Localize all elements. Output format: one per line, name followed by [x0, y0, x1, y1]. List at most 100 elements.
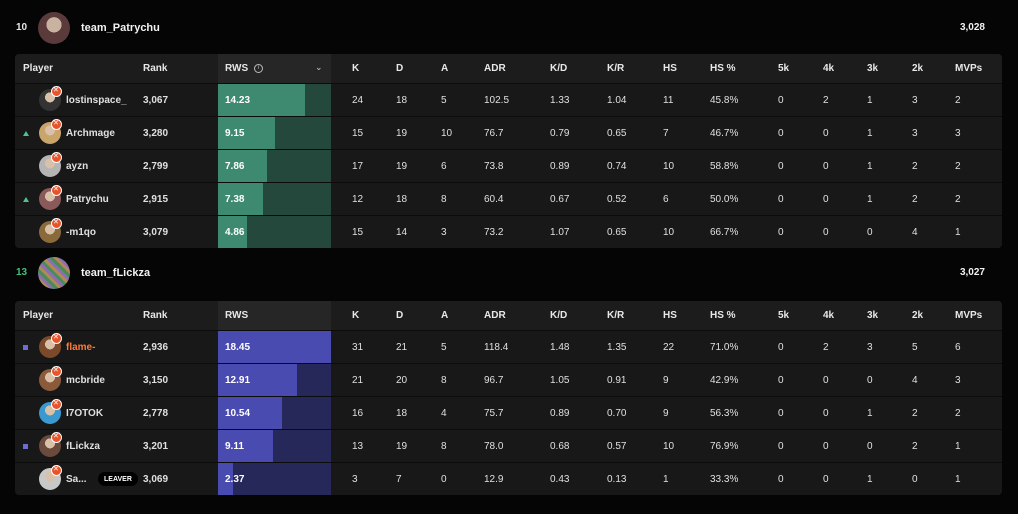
stat-hs: 9	[663, 407, 669, 419]
stat-mvps: 2	[955, 407, 961, 419]
player-row[interactable]: ayzn 2,799 7.86 17 19 6 73.8 0.89 0.74 10 58.8% 0 0 1…	[15, 149, 1002, 182]
column-header-player[interactable]: Player	[23, 310, 54, 321]
stat-adr: 75.7	[484, 407, 504, 419]
column-header-rank[interactable]: Rank	[143, 310, 168, 321]
player-name[interactable]: Sa...	[66, 473, 87, 485]
stat-k3: 1	[867, 160, 873, 172]
stat-k3: 1	[867, 407, 873, 419]
column-header-k[interactable]: K	[352, 310, 360, 321]
player-row[interactable]: Patrychu2,9157.381218860.40.670.52650.0%…	[15, 182, 1002, 215]
leaver-badge: LEAVER	[98, 472, 138, 486]
team-elo: 3,027	[959, 267, 985, 278]
column-header-k2[interactable]: 2k	[912, 310, 924, 321]
player-name[interactable]: -m1qo	[66, 226, 96, 238]
player-name[interactable]: mcbride	[66, 374, 105, 386]
player-name[interactable]: fLickza	[66, 440, 100, 452]
player-row[interactable]: Archmage3,2809.1515191076.70.790.65746.7…	[15, 116, 1002, 149]
column-header-hs[interactable]: HS	[663, 310, 677, 321]
player-row[interactable]: flame- 2,936 18.45 31 21 5 118.4 1.48 1.35 22 71.0…	[15, 330, 1002, 363]
info-icon[interactable]: i	[254, 64, 263, 73]
stat-a: 6	[441, 160, 447, 172]
chevron-down-icon[interactable]: ⌄	[315, 62, 323, 72]
column-header-hs[interactable]: HS	[663, 63, 677, 74]
column-header-k4[interactable]: 4k	[823, 310, 835, 321]
player-name[interactable]: Archmage	[66, 127, 115, 139]
level-badge-icon	[51, 119, 62, 130]
column-header-player[interactable]: Player	[23, 63, 54, 74]
rws-value: 18.45	[225, 341, 251, 353]
rws-value: 2.37	[225, 473, 245, 485]
column-header-k4[interactable]: 4k	[823, 63, 835, 74]
column-header-k3[interactable]: 3k	[867, 63, 879, 74]
stat-kr: 0.74	[607, 160, 627, 172]
stat-k3: 3	[867, 341, 873, 353]
stat-k5: 0	[778, 160, 784, 172]
column-header-kd[interactable]: K/D	[550, 63, 568, 74]
stat-hs_pct: 46.7%	[710, 127, 739, 139]
column-header-k[interactable]: K	[352, 63, 360, 74]
column-header-hs_pct[interactable]: HS %	[710, 310, 736, 321]
stat-d: 20	[396, 374, 408, 386]
stat-k: 15	[352, 127, 364, 139]
stat-hs_pct: 50.0%	[710, 193, 739, 205]
stat-d: 19	[396, 160, 408, 172]
stat-k3: 1	[867, 127, 873, 139]
column-header-k5[interactable]: 5k	[778, 63, 790, 74]
stat-mvps: 1	[955, 473, 961, 485]
rws-cell: 12.91	[218, 364, 331, 396]
team-name[interactable]: team_fLickza	[81, 267, 151, 279]
player-name[interactable]: I7OTOK	[66, 407, 104, 419]
column-header-d[interactable]: D	[396, 63, 404, 74]
column-header-kr[interactable]: K/R	[607, 310, 625, 321]
stats-table: Player Rank RWS K D A ADR K/D K/R HS HS % 5k 4k 3k 2k M…	[15, 301, 1002, 495]
column-header-k3[interactable]: 3k	[867, 310, 879, 321]
column-header-kr[interactable]: K/R	[607, 63, 625, 74]
column-header-a[interactable]: A	[441, 310, 449, 321]
party-icon	[23, 345, 28, 350]
rws-bar-fill	[218, 463, 233, 495]
stat-k2: 2	[912, 160, 918, 172]
rws-bar-fill	[218, 216, 248, 248]
column-header-kd[interactable]: K/D	[550, 310, 568, 321]
stat-k5: 0	[778, 341, 784, 353]
stat-kd: 1.05	[550, 374, 570, 386]
stat-adr: 102.5	[484, 94, 510, 106]
team-name[interactable]: team_Patrychu	[81, 22, 160, 34]
team-avatar[interactable]	[38, 12, 70, 44]
column-header-adr[interactable]: ADR	[484, 310, 506, 321]
stat-k5: 0	[778, 473, 784, 485]
column-header-rws[interactable]: RWS	[218, 301, 331, 330]
stat-adr: 12.9	[484, 473, 504, 485]
column-header-mvps[interactable]: MVPs	[955, 310, 983, 321]
rws-cell: 9.11	[218, 430, 331, 462]
stat-kd: 0.43	[550, 473, 570, 485]
stat-adr: 96.7	[484, 374, 504, 386]
team-avatar[interactable]	[38, 257, 70, 289]
stat-k: 16	[352, 407, 364, 419]
team-header: 13 team_fLickza 3,027	[0, 253, 1018, 293]
column-header-rank[interactable]: Rank	[143, 63, 168, 74]
player-row[interactable]: -m1qo3,0794.861514373.21.070.651066.7%00…	[15, 215, 1002, 248]
column-header-mvps[interactable]: MVPs	[955, 63, 983, 74]
column-header-hs_pct[interactable]: HS %	[710, 63, 736, 74]
player-name[interactable]: flame-	[66, 341, 96, 353]
player-name[interactable]: ayzn	[66, 160, 89, 172]
player-name[interactable]: lostinspace_	[66, 94, 127, 106]
column-header-d[interactable]: D	[396, 310, 404, 321]
stat-a: 4	[441, 407, 447, 419]
stat-hs: 22	[663, 341, 675, 353]
column-header-rws[interactable]: RWS i ⌄	[218, 54, 331, 83]
stat-k: 17	[352, 160, 364, 172]
column-header-adr[interactable]: ADR	[484, 63, 506, 74]
player-row[interactable]: mcbride 3,150 12.91 21 20 8 96.7 1.05 0.91 9 42.9%…	[15, 363, 1002, 396]
column-header-a[interactable]: A	[441, 63, 449, 74]
player-row[interactable]: fLickza3,2019.111319878.00.680.571076.9%…	[15, 429, 1002, 462]
column-header-k2[interactable]: 2k	[912, 63, 924, 74]
table-header-row: Player Rank RWS i ⌄ K D A ADR K/D K/R HS HS % 5k 4k 3k 2…	[15, 54, 1002, 83]
player-row[interactable]: Sa... LEAVER 3,069 2.37 3 7 0 12.9 0.43 0.13 1 33.3…	[15, 462, 1002, 495]
player-name[interactable]: Patrychu	[66, 193, 109, 205]
player-row[interactable]: I7OTOK 2,778 10.54 16 18 4 75.7 0.89 0.70 9 56.3% 0…	[15, 396, 1002, 429]
level-badge-icon	[51, 218, 62, 229]
column-header-k5[interactable]: 5k	[778, 310, 790, 321]
player-row[interactable]: lostinspace_ 3,067 14.23 24 18 5 102.5 1.33 1.04…	[15, 83, 1002, 116]
